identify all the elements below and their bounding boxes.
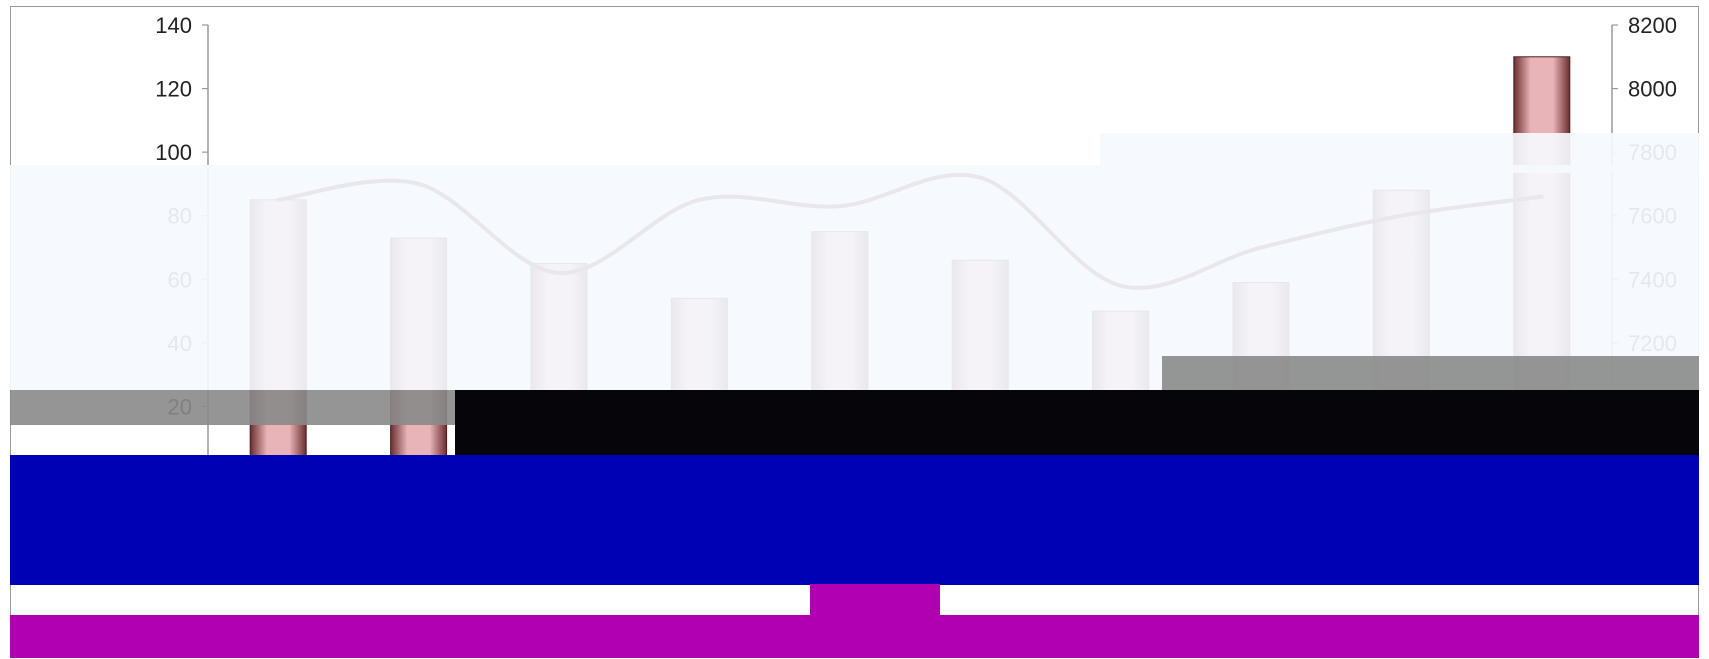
- obscured-region-magenta-mid: [810, 584, 940, 615]
- y-right-tick-label: 8200: [1628, 13, 1677, 38]
- obscured-region-blue: [10, 455, 1699, 585]
- y-left-tick-label: 140: [155, 13, 192, 38]
- obscured-region-gray-right: [1162, 356, 1699, 390]
- obscured-region-magenta: [10, 615, 1699, 658]
- obscured-region-gray-left: [10, 390, 455, 425]
- y-right-tick-label: 8000: [1628, 77, 1677, 102]
- obscured-region-pale: [10, 165, 1699, 390]
- obscured-region-black: [455, 390, 1699, 455]
- obscured-region-pale-right: [1100, 133, 1699, 173]
- y-left-tick-label: 100: [155, 140, 192, 165]
- y-left-tick-label: 120: [155, 77, 192, 102]
